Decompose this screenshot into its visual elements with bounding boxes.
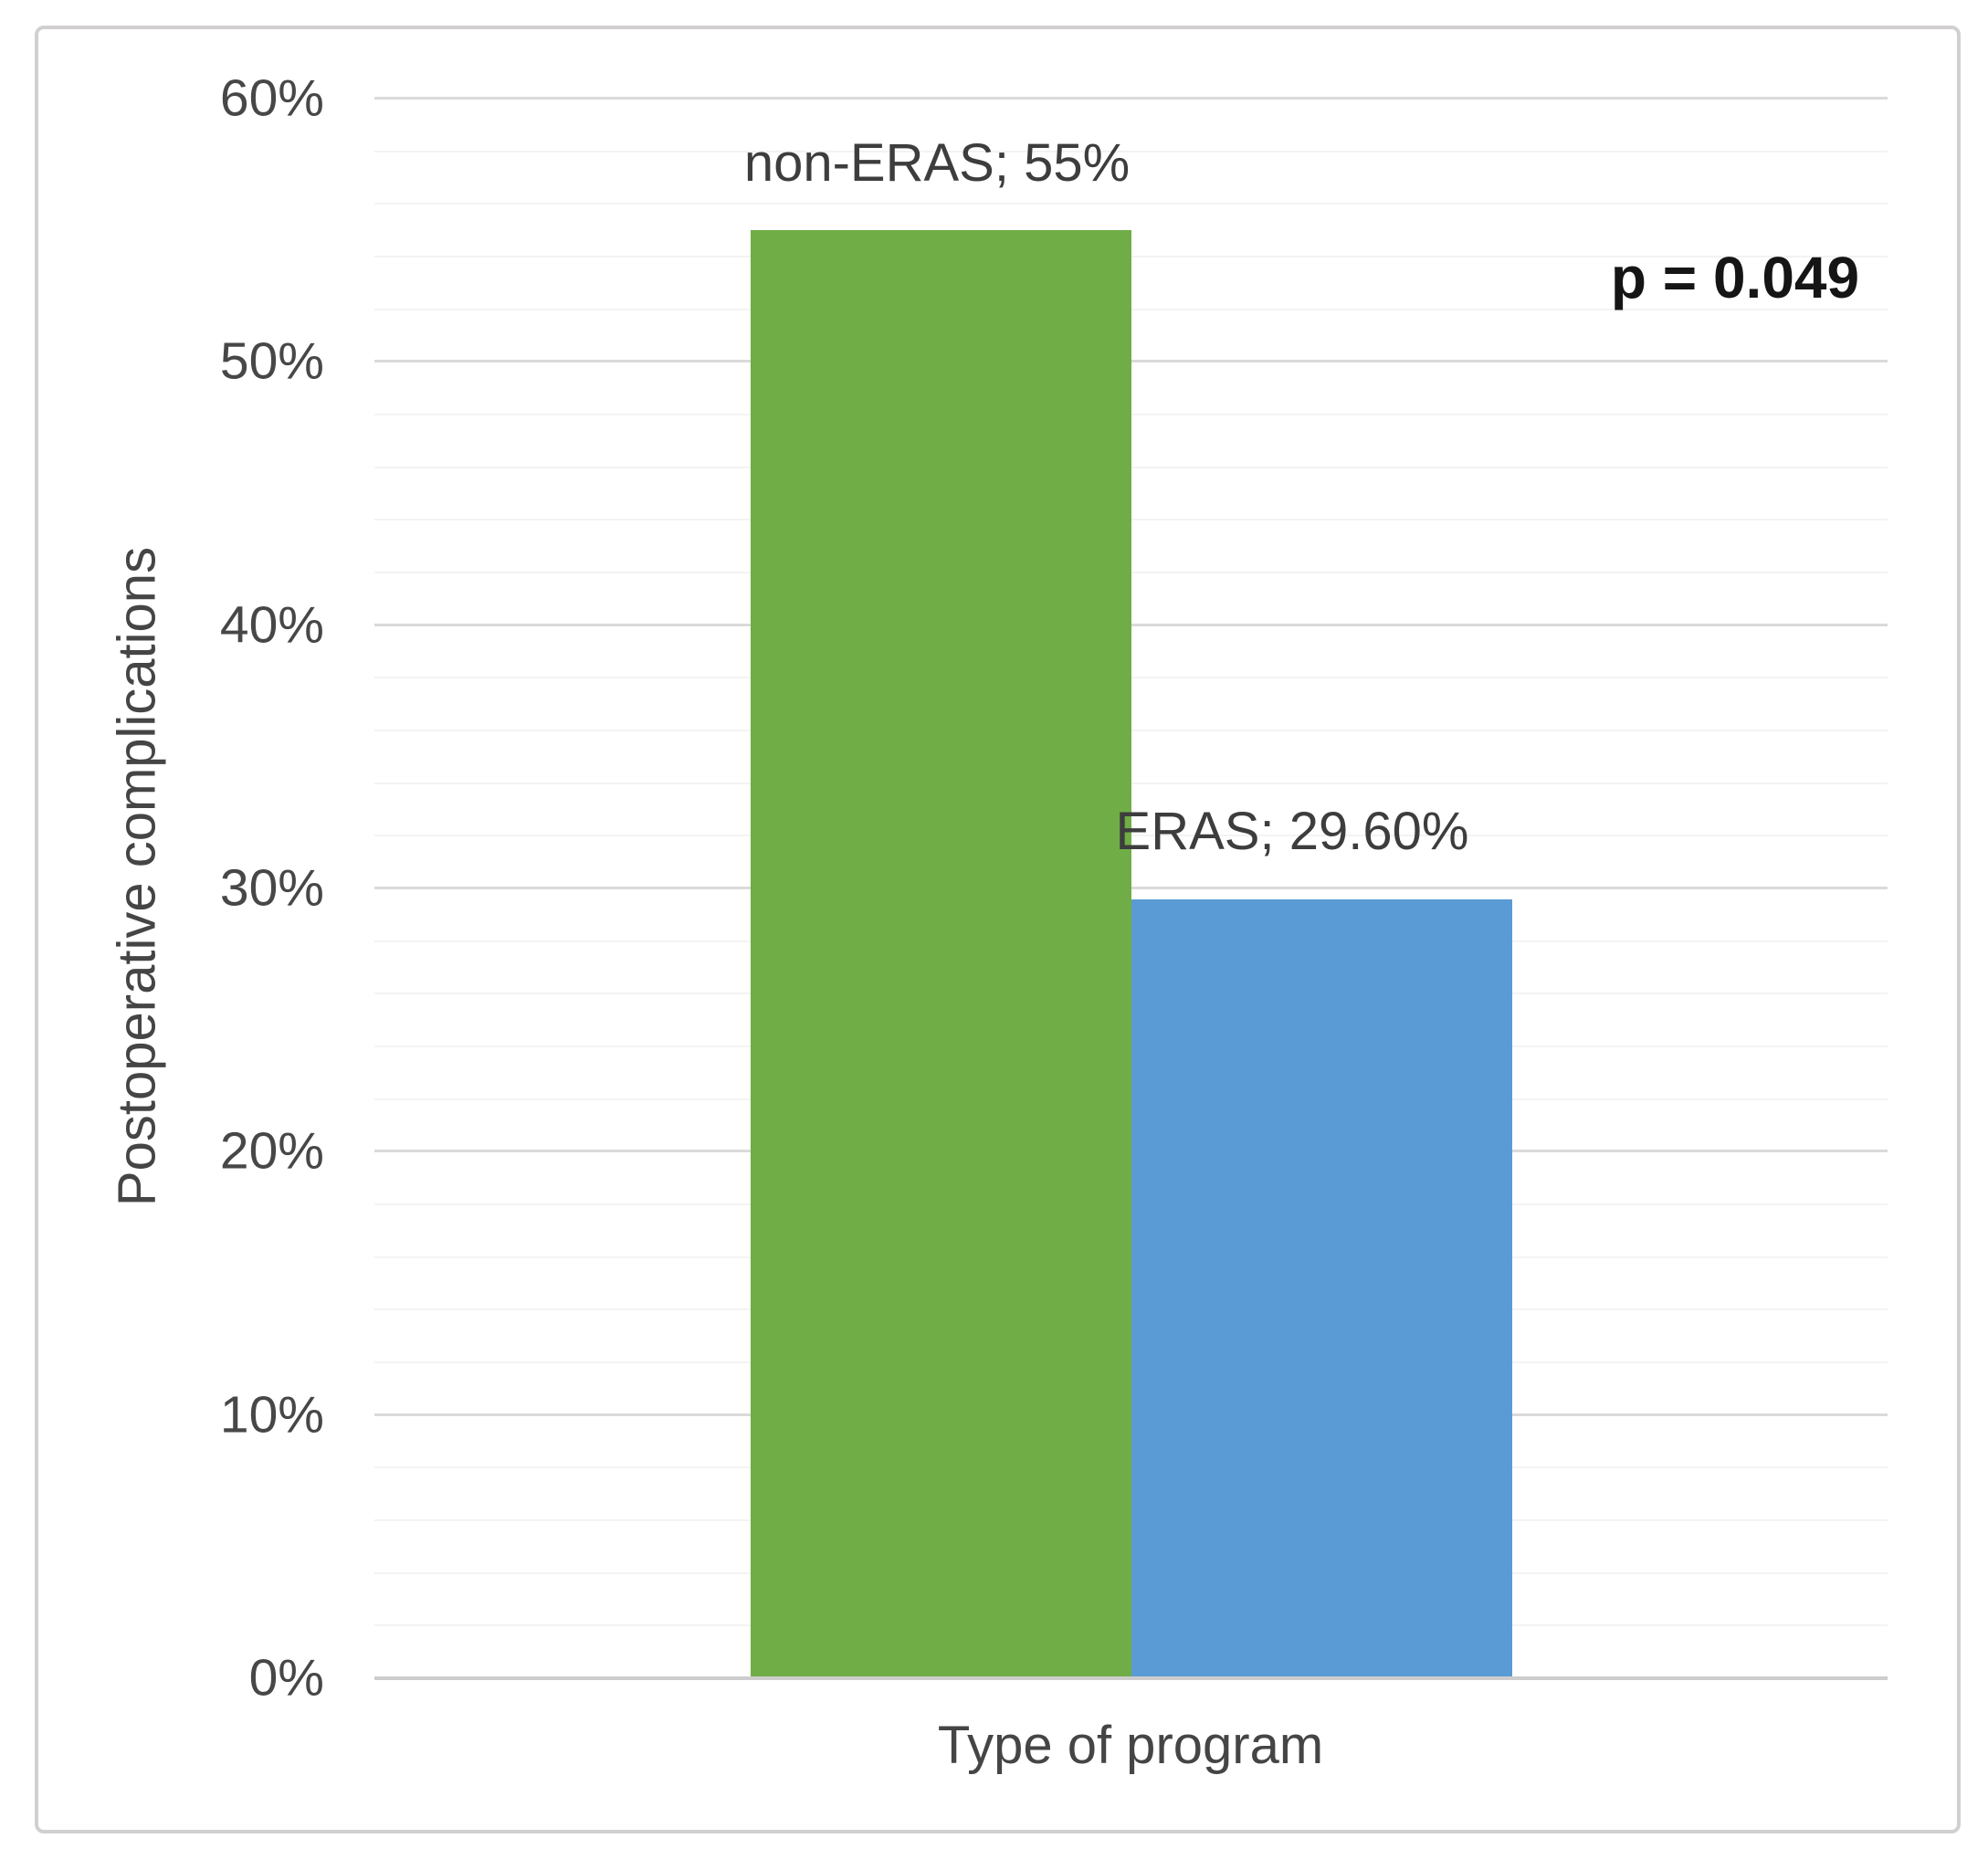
y-tick-label: 30% xyxy=(219,858,324,918)
y-tick-label: 60% xyxy=(219,68,324,128)
p-value-annotation: p = 0.049 xyxy=(1610,245,1860,310)
y-axis-tick-labels: 0% 10% 20% 30% 40% 50% 60% xyxy=(110,72,324,1704)
x-axis-line xyxy=(374,1676,1888,1680)
minor-gridline xyxy=(374,203,1888,205)
y-tick-label: 0% xyxy=(248,1648,324,1707)
y-tick-label: 10% xyxy=(219,1385,324,1445)
minor-gridline xyxy=(374,150,1888,152)
y-tick-label: 40% xyxy=(219,595,324,655)
y-tick-label: 50% xyxy=(219,331,324,391)
bar-eras xyxy=(1131,898,1512,1678)
major-gridline xyxy=(374,97,1888,100)
plot-area xyxy=(374,97,1888,1680)
bar-non-eras xyxy=(751,230,1131,1678)
y-tick-label: 20% xyxy=(219,1121,324,1181)
data-label-eras: ERAS; 29.60% xyxy=(1115,802,1469,861)
x-axis-title: Type of program xyxy=(937,1716,1324,1775)
data-label-non-eras: non-ERAS; 55% xyxy=(743,133,1131,193)
